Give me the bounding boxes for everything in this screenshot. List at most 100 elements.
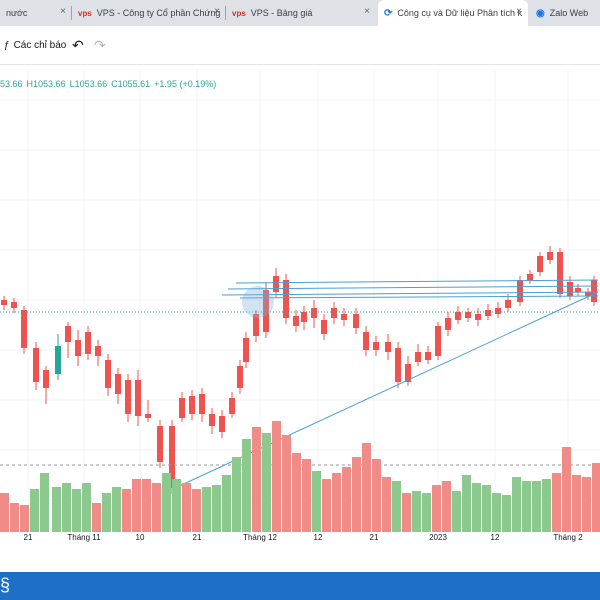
volume-bar [582,477,591,532]
candle-body [585,292,591,296]
candle-body [405,364,411,382]
volume-bar [162,473,171,532]
indicators-button[interactable]: ƒ Các chỉ báo [4,40,66,51]
candle-body [567,282,573,296]
candle-body [505,300,511,308]
candle-body [465,312,471,318]
volume-bar [212,485,221,532]
trendline [227,285,599,290]
candle-body [237,366,243,388]
volume-bar [142,479,151,532]
start-icon[interactable]: § [0,575,11,595]
redo-icon[interactable]: ↷ [94,37,106,53]
volume-bar [282,435,291,532]
candle-body [385,342,391,352]
candle-body [557,252,563,294]
close-icon[interactable]: × [60,6,66,17]
candle-body [125,380,131,414]
volume-bar [182,483,191,532]
ohlc-legend: 53.66 H1053.66 L1053.66 C1055.61 +1.95 (+0.1… [0,79,220,89]
candle-body [395,348,401,382]
ohlc-high: H1053.66 [26,79,66,89]
candle-body [115,374,121,394]
tab-5[interactable]: ◉ Zalo Web [530,0,600,26]
tab-1[interactable]: nước × [0,0,72,26]
volume-bar [392,481,401,532]
volume-bar [572,475,581,532]
volume-bar [122,489,131,532]
x-tick-label: Tháng 12 [243,533,277,542]
candle-body [157,426,163,462]
volume-bar [442,481,451,532]
volume-bar [592,463,600,532]
candle-body [445,318,451,330]
close-icon[interactable]: × [214,6,220,17]
close-icon[interactable]: × [516,6,522,17]
candle-body [189,396,195,414]
volume-bar [172,479,181,532]
candle-body [373,342,379,350]
candle-body [341,314,347,320]
volume-bar [312,471,321,532]
volume-bar [232,457,241,532]
volume-bar [562,447,571,532]
candle-body [575,288,581,292]
indicators-label: Các chỉ báo [13,40,67,51]
candle-body [283,280,289,318]
x-tick-label: 12 [490,533,500,542]
tab-3[interactable]: vps VPS - Bảng giá × [226,0,376,26]
volume-bar [92,503,101,532]
x-tick-label: 21 [192,533,202,542]
tab-separator [71,6,72,20]
volume-bar [0,493,9,532]
os-taskbar: § [0,572,600,600]
candle-body [11,302,17,308]
zalo-icon: ◉ [536,7,545,19]
volume-bar [132,479,141,532]
candle-body [105,360,111,388]
candle-body [273,276,279,292]
candlestick-chart[interactable] [0,70,600,532]
candle-body [591,280,597,302]
candle-body [425,352,431,360]
anchor-highlight [242,286,274,318]
volume-bar [372,459,381,532]
volume-bar [452,491,461,532]
globe-icon: ⟳ [384,7,393,19]
tab-separator [225,6,226,20]
candle-body [169,426,175,488]
volume-bar [20,505,29,532]
close-icon[interactable]: × [364,6,370,17]
time-axis: 21 Tháng 11 10 21 Tháng 12 12 21 2023 12… [0,533,600,547]
browser-tab-bar: nước × vps VPS - Công ty Cổ phần Chứng ×… [0,0,600,26]
candle-body [145,414,151,418]
volume-bar [82,483,91,532]
candle-body [527,274,533,280]
trendline [235,279,599,284]
volume-bar [152,483,161,532]
candle-body [435,326,441,356]
volume-bar [102,493,111,532]
x-tick-label: 2023 [429,533,447,542]
volume-bar [322,479,331,532]
trendline [221,291,599,296]
candle-body [209,414,215,426]
candle-body [179,398,185,418]
candle-body [95,346,101,356]
tab-2[interactable]: vps VPS - Công ty Cổ phần Chứng × [72,0,226,26]
tab-4-active[interactable]: ⟳ Công cụ và Dữ liệu Phân tích k × [378,0,528,26]
volume-bar [362,443,371,532]
volume-bar [552,473,561,532]
candle-body [475,314,481,320]
volume-bar [412,491,421,532]
candle-body [537,256,543,272]
tab-label: Công cụ và Dữ liệu Phân tích k [397,8,522,18]
volume-bar [242,439,251,532]
vps-icon: vps [78,8,92,18]
indicators-icon: ƒ [4,40,10,51]
volume-bar [302,459,311,532]
candle-body [293,316,299,326]
undo-icon[interactable]: ↶ [72,37,84,53]
candle-body [1,300,7,305]
candle-body [43,370,49,388]
